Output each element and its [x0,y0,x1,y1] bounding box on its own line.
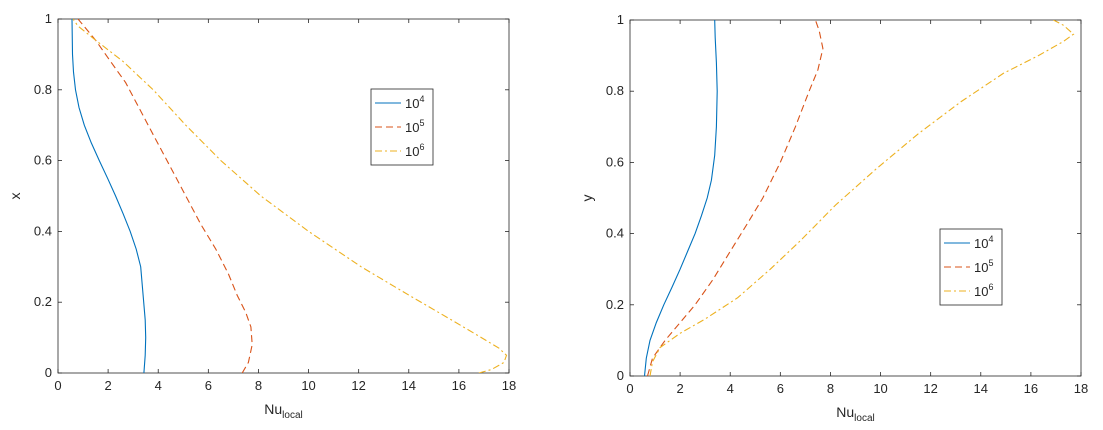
x-tick-label: 8 [255,378,262,393]
x-tick-label: 16 [1024,381,1038,396]
x-tick-label: 0 [54,378,61,393]
y-tick-label: 0.4 [606,226,624,241]
chart-panel-2: 0 2 4 6 8 10 12 14 16 18 0 0.2 0.4 0.6 0.8 1 Nulocal y 104… [579,12,1088,424]
x-tick-label: 12 [351,378,365,393]
x-tick-label: 10 [301,378,315,393]
x-tick-label: 4 [727,381,734,396]
x-tick-label: 8 [827,381,834,396]
y-axis-label: y [579,195,595,202]
x-tick-label: 18 [502,378,516,393]
series-line-10-4 [643,20,718,376]
x-tick-label: 6 [205,378,212,393]
y-tick-label: 0.8 [606,83,624,98]
x-axis-label: Nulocal [264,401,302,421]
series-line-10-4 [71,19,147,373]
x-tick-label: 18 [1074,381,1088,396]
legend-label: 106 [974,282,993,299]
x-tick-label: 2 [104,378,111,393]
y-tick-label: 1 [45,11,52,26]
y-tick-label: 0.4 [34,223,52,238]
x-tick-label: 16 [452,378,466,393]
y-tick-label: 0.8 [34,82,52,97]
x-tick-label: 14 [974,381,988,396]
x-tick-label: 2 [676,381,683,396]
x-tick-label: 6 [777,381,784,396]
y-tick-label: 1 [617,12,624,27]
series-line-10-6 [649,20,1075,376]
legend-label: 104 [974,234,993,251]
x-axis-label: Nulocal [836,404,874,424]
plot-area [629,19,1082,377]
legend-label: 105 [405,118,424,135]
x-tick-label: 12 [923,381,937,396]
y-tick-label: 0 [45,365,52,380]
series-line-10-5 [77,19,253,373]
x-tick-label: 14 [402,378,416,393]
y-tick-label: 0.6 [606,154,624,169]
legend-label: 106 [405,142,424,159]
legend-label: 104 [405,94,424,111]
x-tick-label: 10 [873,381,887,396]
series-line-10-6 [72,19,508,373]
y-tick-label: 0 [617,368,624,383]
x-tick-label: 0 [626,381,633,396]
y-tick-label: 0.2 [606,297,624,312]
chart-panel-1: 0 2 4 6 8 10 12 14 16 18 0 0.2 0.4 0.6 0.8 1 Nulocal x 104… [7,11,516,421]
y-tick-label: 0.6 [34,153,52,168]
legend-label: 105 [974,258,993,275]
y-axis-label: x [7,193,23,200]
legend: 104 105 106 [939,228,1003,306]
series-line-10-5 [646,20,824,376]
y-tick-label: 0.2 [34,294,52,309]
legend: 104 105 106 [370,88,434,166]
plot-area [57,18,510,374]
x-tick-label: 4 [155,378,162,393]
